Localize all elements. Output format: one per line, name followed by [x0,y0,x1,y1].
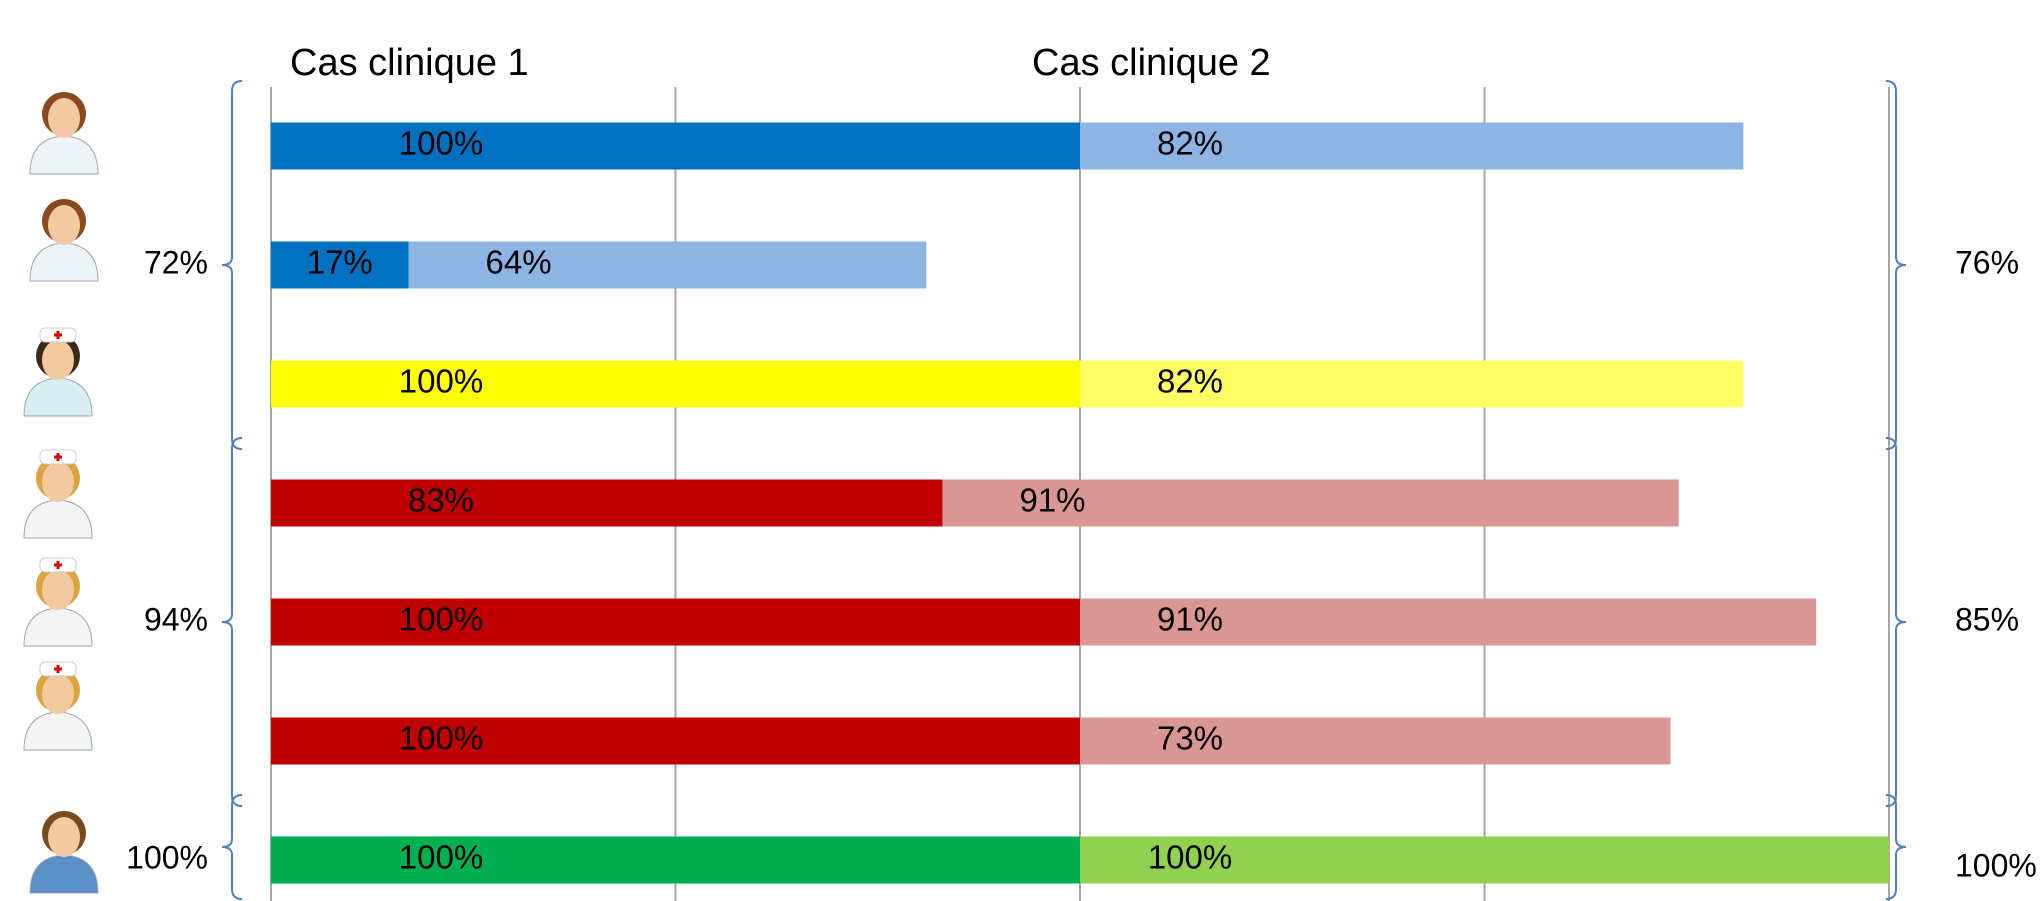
icon-face [42,674,74,714]
person-icon [24,328,92,416]
person-icon [24,662,92,750]
bar-segment [271,480,942,527]
data-label: 73% [1157,720,1223,757]
data-label: 100% [399,839,483,876]
icon-face [42,462,74,502]
icon-face [42,570,74,610]
data-label: 100% [1148,839,1232,876]
data-label: 64% [485,244,551,281]
icon-body [30,136,98,174]
data-label: 17% [307,244,373,281]
data-label: 82% [1157,363,1223,400]
icon-body [24,378,92,416]
bar-segment [271,599,1080,646]
group-right-label: 85% [1955,601,2019,637]
group-bracket [222,81,242,449]
group-left-label: 72% [144,244,208,280]
chart: Cas clinique 1 Cas clinique 2 100% 82% 17% 64… [0,0,2040,901]
icon-body [30,243,98,281]
icon-body [24,712,92,750]
icon-face [48,205,80,245]
group-right-label: 100% [1955,847,2037,883]
group-right-label: 76% [1955,244,2019,280]
icon-body [24,500,92,538]
group-left-label: 100% [126,839,208,875]
data-label: 82% [1157,125,1223,162]
data-label: 100% [399,601,483,638]
data-label: 91% [1019,482,1085,519]
icon-face [48,98,80,138]
icon-body [30,855,98,893]
page: {"chart_data": { "type": "stacked-bar-ho… [0,0,2040,901]
data-label: 100% [399,720,483,757]
bar-segment [271,718,1080,765]
series-header: Cas clinique 1 [290,42,529,84]
bar-segment [271,837,1080,884]
icon-face [42,340,74,380]
person-icon [24,450,92,538]
data-label: 83% [408,482,474,519]
bar-segment [271,361,1080,408]
data-label: 100% [399,125,483,162]
person-icon [24,558,92,646]
group-left-label: 94% [144,601,208,637]
person-icon [30,811,98,893]
person-icon [30,199,98,281]
icon-face [48,817,80,857]
series-header: Cas clinique 2 [1032,42,1271,84]
data-label: 100% [399,363,483,400]
person-icon [30,92,98,174]
icon-body [24,608,92,646]
group-bracket [222,795,242,899]
data-label: 91% [1157,601,1223,638]
group-bracket [222,438,242,806]
bar-segment [271,123,1080,170]
